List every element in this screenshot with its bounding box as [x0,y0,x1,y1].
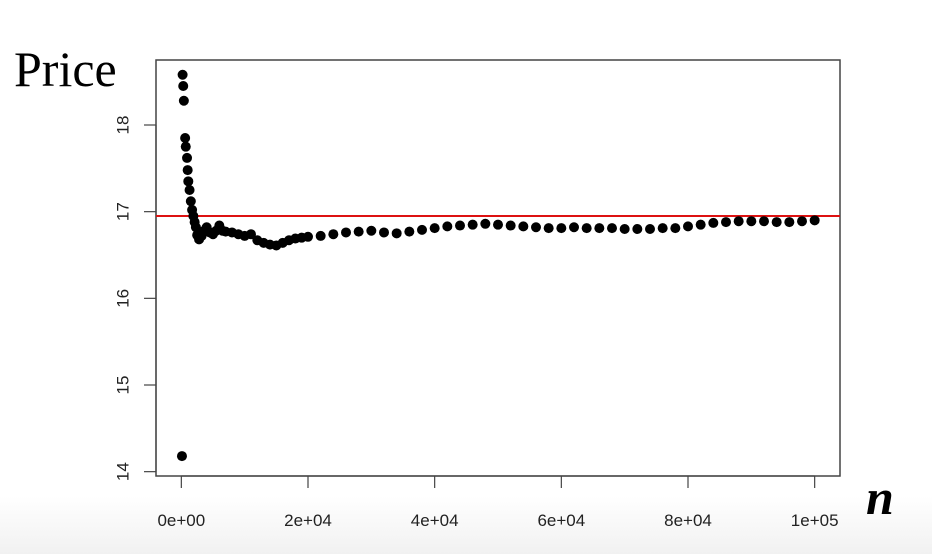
data-point [429,223,440,234]
data-point [708,217,719,228]
x-axis-label: n [866,469,894,525]
data-point [531,222,541,233]
data-point [246,229,256,240]
y-axis-ticks: 14 15 16 17 18 [113,116,157,481]
data-point [493,219,503,230]
data-point [183,176,194,187]
data-point [404,226,415,237]
data-point [695,219,706,230]
data-point [190,222,201,233]
data-point [657,223,668,234]
data-point [366,225,377,236]
data-point [733,216,744,227]
data-point [178,95,189,106]
data-point [619,224,630,234]
data-point [417,224,427,235]
y-axis-label: Price [14,41,117,97]
x-tick-label: 2e+04 [284,511,332,530]
data-point [315,230,326,241]
data-point [670,223,681,234]
y-tick-label: 18 [113,116,132,135]
data-point [177,69,188,80]
data-point [505,220,516,231]
data-point [771,217,782,228]
data-points [176,69,820,462]
data-point [391,228,402,239]
data-point [178,81,189,91]
data-point [480,218,491,229]
data-point [455,220,465,231]
x-tick-label: 1e+05 [791,511,839,530]
data-point [518,221,529,232]
y-tick-label: 14 [113,462,132,481]
data-point [759,216,769,227]
data-point [569,222,579,233]
y-tick-label: 17 [113,202,132,221]
y-tick-label: 15 [113,376,132,395]
data-point [721,217,731,228]
x-tick-label: 4e+04 [411,511,459,530]
data-point [746,216,757,227]
data-point [632,224,643,234]
x-tick-label: 0e+00 [157,511,205,530]
data-point [182,152,193,163]
data-point [303,231,313,242]
x-tick-label: 8e+04 [664,511,712,530]
data-point [341,227,351,238]
data-point [683,221,693,232]
data-point [184,185,195,195]
y-tick-label: 16 [113,289,132,308]
data-point [442,221,453,232]
data-point [607,223,617,234]
data-point [353,226,364,237]
data-point [645,224,655,234]
data-point [185,196,196,207]
data-point [784,217,795,228]
data-point [182,165,193,176]
data-point [581,223,592,234]
data-point [809,215,820,226]
x-axis-ticks: 0e+00 2e+04 4e+04 6e+04 8e+04 1e+05 [157,475,839,530]
data-point [594,223,605,234]
data-point [176,451,187,462]
data-point [556,223,567,234]
data-point [180,133,191,143]
data-point [543,223,554,234]
data-point [467,219,478,230]
data-point [797,216,807,227]
data-point [379,227,389,238]
data-point [328,229,339,240]
data-point [180,141,191,152]
plot-frame [155,59,841,477]
x-tick-label: 6e+04 [537,511,585,530]
footer-band [0,496,932,554]
